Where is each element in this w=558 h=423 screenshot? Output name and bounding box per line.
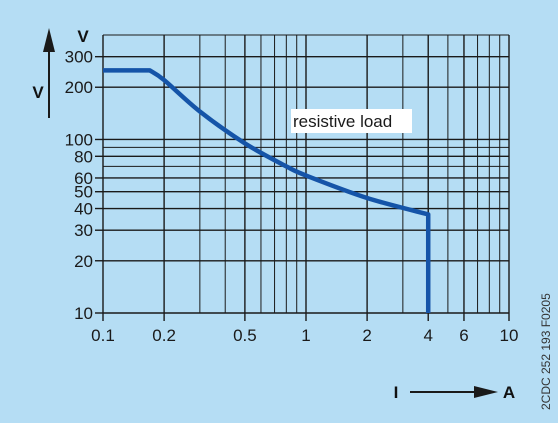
- x-tick-label: 0.2: [152, 326, 176, 345]
- x-axis-arrow: [410, 386, 498, 398]
- x-tick-label: 4: [423, 326, 432, 345]
- y-axis-arrow: [43, 28, 55, 118]
- y-tick-label: 10: [74, 304, 93, 323]
- x-tick-label: 0.5: [233, 326, 257, 345]
- x-axis-unit-label: A: [503, 383, 515, 402]
- annotation-text: resistive load: [293, 112, 392, 131]
- y-axis-symbol: V: [32, 83, 44, 102]
- x-tick-labels: 0.1 0.2 0.5 1 2 4 6 10: [91, 326, 518, 345]
- y-axis-unit-label: V: [77, 27, 89, 46]
- x-tick-label: 2: [362, 326, 371, 345]
- y-tick-label: 60: [74, 169, 93, 188]
- grid-major: [95, 35, 510, 321]
- series-line: [103, 68, 431, 313]
- y-tick-label: 80: [74, 147, 93, 166]
- document-code: 2CDC 252 193 F0205: [539, 293, 553, 410]
- y-tick-label: 50: [74, 183, 93, 202]
- x-axis-symbol: I: [394, 383, 399, 402]
- y-tick-label: 100: [65, 130, 93, 149]
- y-tick-label: 40: [74, 200, 93, 219]
- annotation-box: resistive load: [291, 109, 412, 133]
- x-tick-label: 0.1: [91, 326, 115, 345]
- y-tick-label: 20: [74, 252, 93, 271]
- y-tick-label: 300: [65, 48, 93, 67]
- annotation-background: [291, 109, 412, 133]
- x-tick-label: 6: [459, 326, 468, 345]
- y-tick-label: 200: [65, 78, 93, 97]
- y-tick-label: 30: [74, 221, 93, 240]
- x-tick-label: 1: [301, 326, 310, 345]
- x-tick-label: 10: [500, 326, 519, 345]
